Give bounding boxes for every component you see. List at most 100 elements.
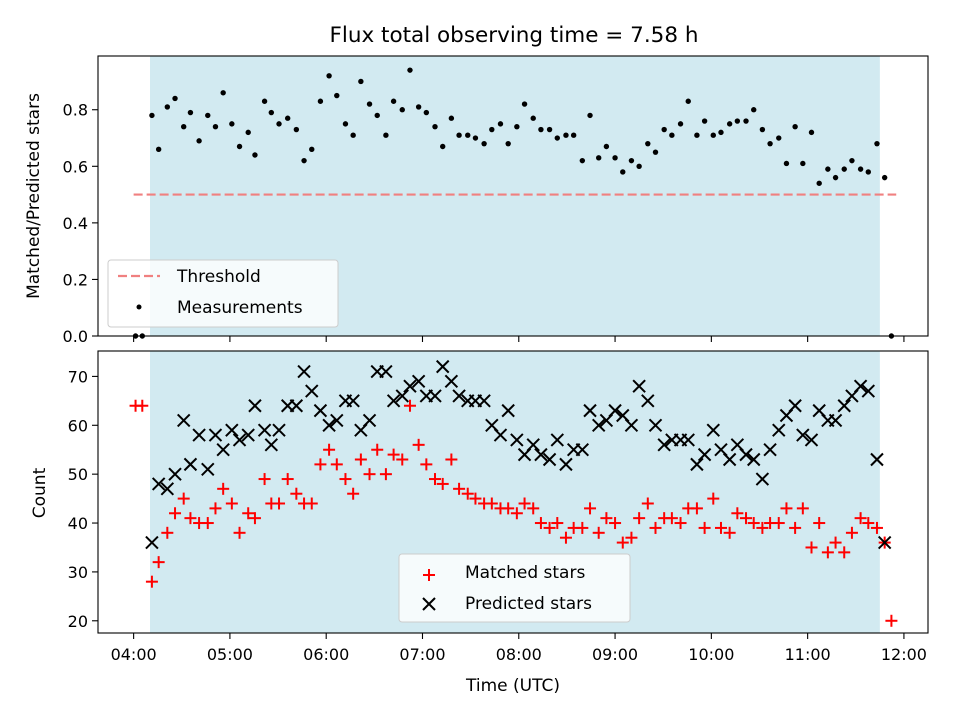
measurement-point — [350, 132, 355, 137]
chart-title: Flux total observing time = 7.58 h — [330, 23, 699, 48]
measurement-point — [547, 127, 552, 132]
measurement-point — [636, 164, 641, 169]
measurement-point — [833, 175, 838, 180]
y-tick-label: 0.6 — [63, 157, 88, 176]
x-tick-label: 05:00 — [207, 645, 253, 664]
measurement-point — [262, 99, 267, 104]
x-tick-label: 09:00 — [592, 645, 638, 664]
x-tick-label: 06:00 — [303, 645, 349, 664]
measurement-point — [669, 132, 674, 137]
count-y-label: Count — [30, 467, 50, 518]
measurement-point — [432, 124, 437, 129]
y-tick-label: 0.0 — [63, 327, 88, 346]
measurement-point — [440, 144, 445, 149]
x-axis-label: Time (UTC) — [465, 676, 560, 696]
measurement-point — [407, 67, 412, 72]
measurement-point — [842, 166, 847, 171]
measurement-point — [172, 96, 177, 101]
legend-measurements-label: Measurements — [177, 298, 303, 318]
measurement-point — [580, 158, 585, 163]
measurement-point — [694, 132, 699, 137]
measurement-point — [473, 135, 478, 140]
measurement-point — [269, 110, 274, 115]
y-tick-label: 30 — [68, 563, 88, 582]
measurement-point — [587, 113, 592, 118]
measurement-point — [220, 90, 225, 95]
measurement-point — [620, 169, 625, 174]
measurement-point — [874, 141, 879, 146]
measurement-point — [531, 116, 536, 121]
measurement-point — [555, 135, 560, 140]
count-legend: Matched stars Predicted stars — [399, 554, 630, 622]
legend-threshold-label: Threshold — [176, 267, 261, 287]
legend-predicted-label: Predicted stars — [465, 594, 592, 614]
measurement-point — [743, 118, 748, 123]
measurement-point — [334, 93, 339, 98]
measurement-point — [481, 141, 486, 146]
measurement-point — [237, 144, 242, 149]
measurement-point — [449, 116, 454, 121]
measurement-point — [285, 116, 290, 121]
measurement-point — [596, 155, 601, 160]
measurement-point — [809, 130, 814, 135]
measurement-point — [318, 99, 323, 104]
count-panel: 203040506070 04:00 05:00 06:00 07:00 08:00 09… — [30, 351, 928, 696]
x-tick-label: 10:00 — [688, 645, 734, 664]
measurement-point — [375, 113, 380, 118]
measurement-point — [149, 113, 154, 118]
count-y-axis: 203040506070 — [68, 367, 98, 630]
y-tick-label: 0.2 — [63, 270, 88, 289]
measurement-point — [702, 118, 707, 123]
measurement-point — [563, 132, 568, 137]
measurement-point — [711, 132, 716, 137]
measurement-point — [498, 121, 503, 126]
measurement-point — [718, 130, 723, 135]
measurement-point — [489, 127, 494, 132]
measurement-point — [424, 110, 429, 115]
measurement-point — [784, 161, 789, 166]
y-tick-label: 0.4 — [63, 214, 88, 233]
measurement-point — [343, 121, 348, 126]
measurement-point — [196, 138, 201, 143]
measurement-point — [767, 141, 772, 146]
measurement-point — [816, 181, 821, 186]
x-tick-label: 07:00 — [399, 645, 445, 664]
x-tick-label: 12:00 — [881, 645, 927, 664]
ratio-y-axis: 0.0 0.2 0.4 0.6 0.8 — [63, 101, 98, 346]
ratio-legend: Threshold Measurements — [108, 260, 338, 327]
measurement-point — [858, 166, 863, 171]
measurement-point — [538, 127, 543, 132]
measurement-point — [309, 147, 314, 152]
measurement-point — [505, 141, 510, 146]
measurement-point — [514, 124, 519, 129]
y-tick-label: 50 — [68, 465, 88, 484]
ratio-panel: 0.00.20.40.60.8 Matched/Predicted stars … — [24, 56, 928, 346]
measurement-point — [776, 135, 781, 140]
measurement-point — [727, 121, 732, 126]
measurement-point — [252, 152, 257, 157]
x-tick-label: 04:00 — [111, 645, 157, 664]
measurement-point — [391, 99, 396, 104]
y-tick-label: 0.8 — [63, 101, 88, 120]
measurement-point — [849, 158, 854, 163]
measurement-point — [246, 130, 251, 135]
measurement-point — [653, 149, 658, 154]
measurement-point — [416, 104, 421, 109]
measurement-point — [301, 158, 306, 163]
measurement-point — [383, 132, 388, 137]
x-tick-label: 08:00 — [496, 645, 542, 664]
measurement-point — [629, 158, 634, 163]
measurement-point — [367, 101, 372, 106]
measurement-point — [645, 141, 650, 146]
ratio-x-axis — [134, 336, 904, 342]
x-tick-label: 11:00 — [785, 645, 831, 664]
measurement-point — [571, 132, 576, 137]
count-x-axis: 04:00 05:00 06:00 07:00 08:00 09:00 10:00 11:00… — [111, 633, 927, 664]
measurement-point — [276, 121, 281, 126]
measurement-point — [400, 107, 405, 112]
measurement-point — [205, 113, 210, 118]
ratio-y-label: Matched/Predicted stars — [24, 93, 44, 299]
measurement-point — [686, 99, 691, 104]
measurement-point — [465, 132, 470, 137]
measurement-point — [165, 104, 170, 109]
